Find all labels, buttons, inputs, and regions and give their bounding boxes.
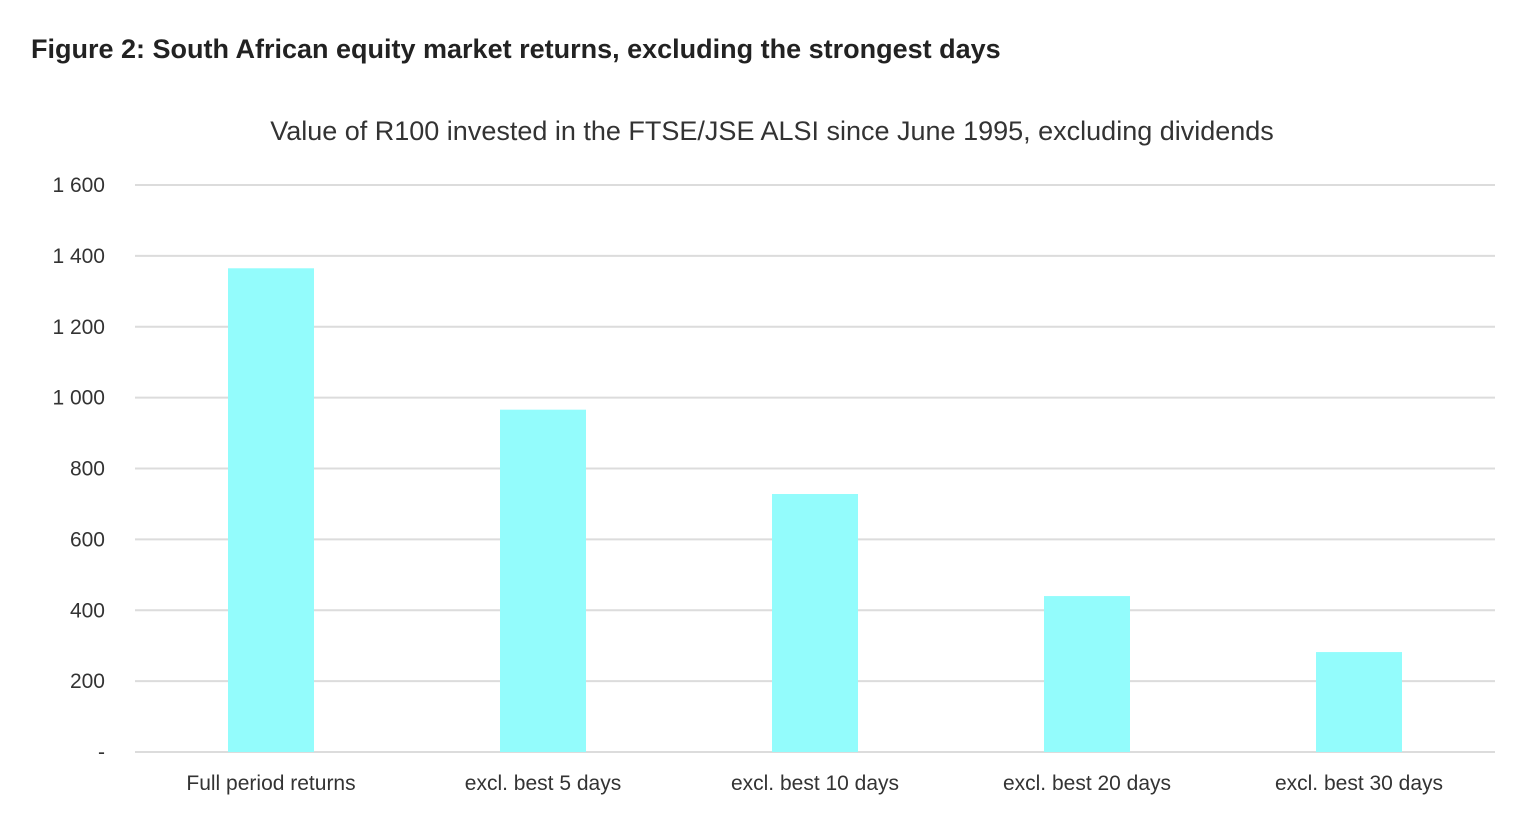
x-tick-label: Full period returns [186,772,355,795]
y-tick-label: 1 000 [52,387,105,410]
chart-title: Value of R100 invested in the FTSE/JSE A… [270,116,1274,146]
x-tick-label: excl. best 10 days [731,772,899,795]
bar [1316,652,1402,752]
y-tick-label: 600 [70,528,105,551]
x-tick-label: excl. best 30 days [1275,772,1443,795]
y-tick-label: 400 [70,599,105,622]
x-tick-label: excl. best 5 days [465,772,621,795]
bar [228,268,314,752]
bar [772,494,858,752]
y-tick-label: 1 200 [52,316,105,339]
bar [1044,596,1130,752]
bar [500,409,586,752]
x-tick-label: excl. best 20 days [1003,772,1171,795]
y-tick-label: - [98,741,105,764]
y-tick-label: 1 600 [52,174,105,197]
y-tick-label: 800 [70,458,105,481]
y-tick-label: 1 400 [52,245,105,268]
y-tick-label: 200 [70,670,105,693]
figure-title: Figure 2: South African equity market re… [31,34,1001,64]
